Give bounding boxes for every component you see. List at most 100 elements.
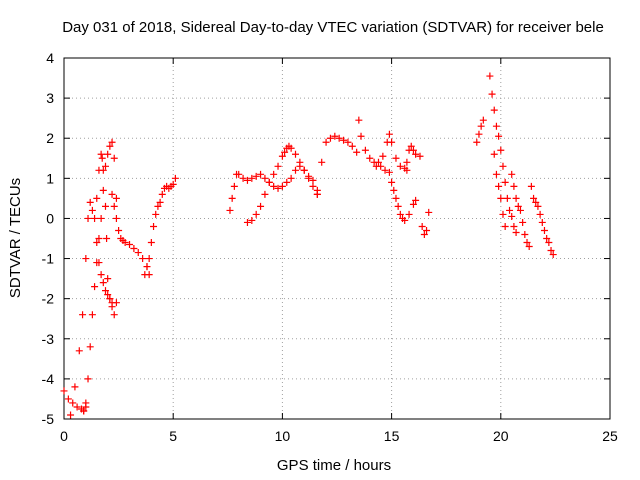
- x-tick-label: 5: [169, 428, 177, 444]
- data-point: [488, 90, 496, 98]
- data-point: [99, 186, 107, 194]
- data-point: [108, 138, 116, 146]
- data-point: [510, 222, 518, 230]
- data-point: [497, 146, 505, 154]
- data-point: [97, 271, 105, 279]
- data-point: [331, 132, 339, 140]
- data-point: [235, 170, 243, 178]
- data-point: [490, 150, 498, 158]
- data-point: [150, 222, 158, 230]
- data-point: [99, 279, 107, 287]
- data-point: [99, 166, 107, 174]
- data-point: [97, 214, 105, 222]
- data-point: [514, 202, 522, 210]
- data-point: [112, 214, 120, 222]
- data-point: [394, 202, 402, 210]
- x-tick-label: 20: [493, 428, 509, 444]
- data-point: [405, 210, 413, 218]
- data-point: [93, 259, 101, 267]
- data-point: [115, 226, 123, 234]
- data-point: [91, 283, 99, 291]
- data-point: [521, 230, 529, 238]
- series-arc-13: [473, 116, 487, 146]
- data-point: [265, 178, 273, 186]
- data-point: [169, 180, 177, 188]
- data-point: [497, 194, 505, 202]
- data-point: [110, 311, 118, 319]
- data-point: [322, 138, 330, 146]
- data-point: [292, 166, 300, 174]
- data-point: [147, 239, 155, 247]
- y-tick-label: 1: [46, 170, 54, 186]
- data-point: [418, 222, 426, 230]
- data-point: [158, 190, 166, 198]
- y-tick-label: -1: [42, 251, 55, 267]
- data-point: [519, 218, 527, 226]
- data-point: [104, 291, 112, 299]
- data-point: [385, 168, 393, 176]
- data-point: [385, 130, 393, 138]
- data-point: [287, 144, 295, 152]
- data-point: [543, 235, 551, 242]
- series-arc-15: [490, 150, 509, 230]
- data-point: [95, 235, 103, 242]
- data-point: [412, 196, 420, 204]
- data-point: [101, 202, 109, 210]
- data-point: [318, 158, 326, 166]
- data-point: [508, 170, 516, 178]
- data-point: [278, 182, 286, 190]
- data-point: [86, 343, 94, 351]
- data-point: [486, 72, 494, 80]
- y-tick-label: -4: [42, 371, 55, 387]
- y-tick-label: 3: [46, 90, 54, 106]
- data-point: [139, 255, 147, 263]
- data-point: [374, 158, 382, 166]
- data-point: [326, 134, 334, 142]
- x-axis-label: GPS time / hours: [277, 457, 391, 474]
- data-point: [305, 172, 313, 180]
- data-point: [388, 178, 396, 186]
- data-point: [381, 166, 389, 174]
- data-point: [313, 190, 321, 198]
- data-point: [355, 116, 363, 124]
- data-point: [510, 182, 518, 190]
- data-point: [501, 222, 509, 230]
- data-point: [283, 178, 291, 186]
- data-point: [261, 190, 269, 198]
- data-point: [257, 170, 265, 178]
- data-point: [121, 239, 129, 247]
- data-point: [538, 218, 546, 226]
- data-point: [525, 243, 533, 251]
- data-point: [91, 214, 99, 222]
- data-point: [501, 178, 509, 186]
- data-point: [379, 152, 387, 160]
- data-point: [309, 182, 317, 190]
- y-tick-label: 4: [46, 50, 54, 66]
- data-point: [361, 146, 369, 154]
- data-point: [239, 174, 247, 182]
- data-point: [512, 228, 520, 236]
- data-point: [60, 387, 68, 395]
- data-point: [73, 403, 81, 411]
- data-series: [60, 72, 557, 419]
- data-point: [506, 206, 514, 214]
- series-arc-9: [313, 132, 361, 198]
- data-point: [248, 216, 256, 224]
- data-point: [104, 275, 112, 283]
- data-point: [64, 395, 72, 403]
- y-tick-label: -5: [42, 411, 55, 427]
- data-point: [503, 194, 511, 202]
- data-point: [532, 198, 540, 206]
- data-point: [366, 154, 374, 162]
- data-point: [340, 136, 348, 144]
- data-point: [143, 263, 151, 271]
- y-axis-label: SDTVAR / TECUs: [7, 178, 24, 298]
- series-arc-3: [80, 138, 120, 415]
- data-point: [134, 249, 142, 257]
- data-point: [523, 239, 531, 247]
- x-tick-label: 15: [384, 428, 400, 444]
- data-point: [154, 202, 162, 210]
- x-tick-label: 10: [275, 428, 291, 444]
- y-tick-label: 0: [46, 210, 54, 226]
- y-tick-label: 2: [46, 130, 54, 146]
